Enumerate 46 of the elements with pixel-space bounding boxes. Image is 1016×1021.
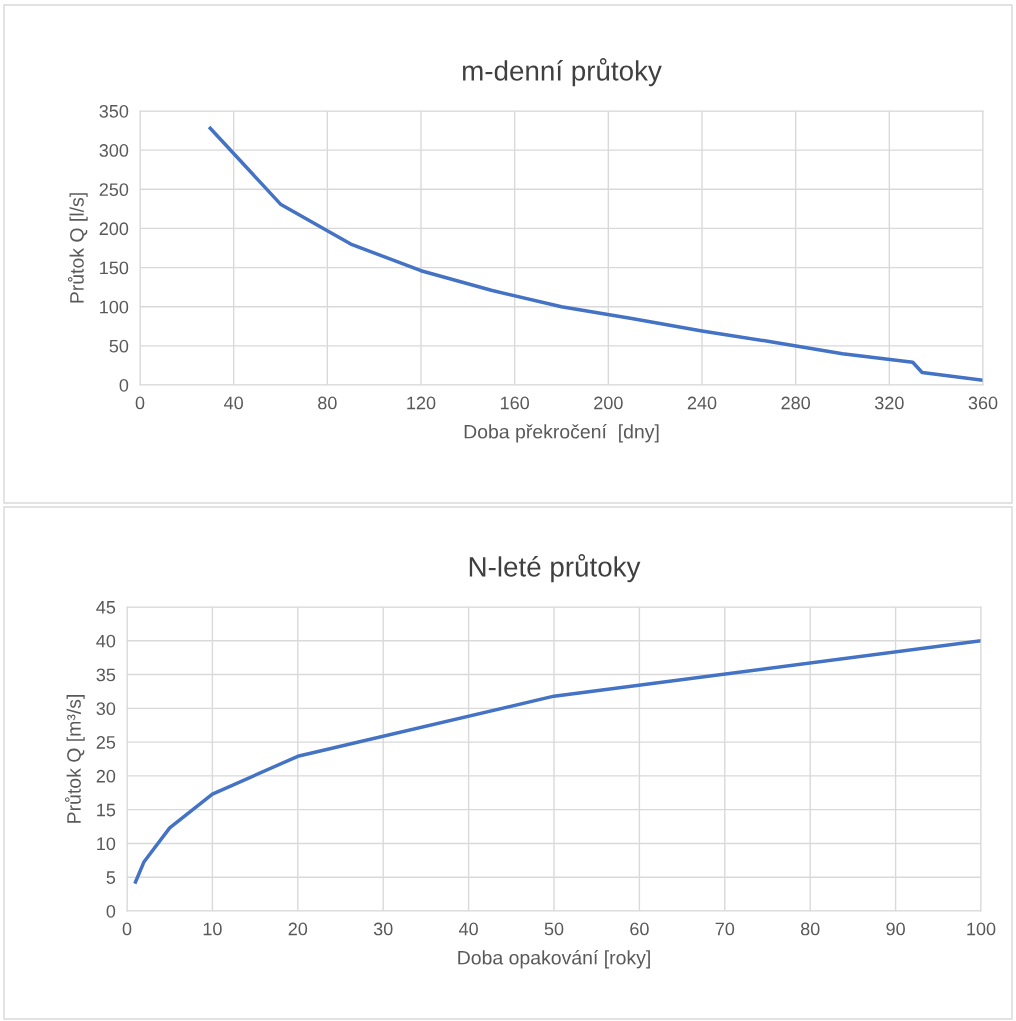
- y-tick-label: 350: [99, 104, 129, 118]
- y-tick-label: 250: [99, 183, 129, 197]
- y-tick-label: 25: [96, 736, 116, 749]
- y-tick-label: 200: [99, 222, 129, 236]
- x-tick-label: 160: [500, 396, 530, 410]
- x-tick-label: 10: [203, 922, 222, 936]
- y-tick-label: 150: [100, 261, 129, 275]
- y-tick-label: 5: [106, 871, 116, 884]
- line-series: [208, 126, 983, 383]
- y-tick-label: 100: [100, 300, 129, 314]
- x-tick-label: 200: [594, 396, 623, 410]
- y-tick-label: 30: [96, 702, 116, 716]
- y-tick-label: 35: [96, 668, 116, 682]
- x-tick-label: 280: [781, 396, 811, 410]
- chart-title: m-denní průtoky: [463, 58, 662, 87]
- x-tick-label: 320: [874, 396, 904, 410]
- y-tick-label: 50: [109, 339, 129, 353]
- x-tick-label: 100: [967, 922, 996, 936]
- y-tick-label: 0: [106, 904, 116, 918]
- x-tick-label: 0: [135, 396, 145, 410]
- x-tick-label: 360: [968, 396, 998, 410]
- y-tick-label: 0: [119, 378, 129, 392]
- y-tick-label: 10: [97, 837, 116, 851]
- x-tick-label: 120: [407, 396, 436, 410]
- x-tick-label: 80: [318, 396, 337, 410]
- y-tick-label: 45: [96, 601, 116, 614]
- x-tick-label: 80: [800, 922, 820, 936]
- y-tick-label: 15: [97, 803, 116, 817]
- x-axis-title: Doba překročení [dny]: [464, 424, 659, 443]
- x-tick-label: 60: [630, 922, 649, 936]
- y-tick-label: 20: [96, 769, 116, 783]
- x-tick-label: 90: [886, 922, 905, 936]
- x-tick-label: 40: [224, 396, 243, 410]
- x-axis-title: Doba opakování [roky]: [458, 950, 650, 969]
- y-tick-label: 300: [99, 144, 129, 157]
- line-series: [133, 639, 981, 884]
- y-axis-title: Průtok Q [l/s]: [67, 193, 88, 303]
- x-tick-label: 70: [715, 922, 735, 936]
- x-tick-label: 240: [687, 396, 717, 410]
- y-axis-title: Průtok Q [m³/s]: [64, 695, 85, 823]
- y-tick-label: 40: [96, 634, 116, 648]
- x-tick-label: 20: [288, 922, 308, 936]
- chart-title: N-leté průtoky: [469, 554, 641, 583]
- x-tick-label: 40: [458, 922, 478, 936]
- x-tick-label: 30: [373, 922, 393, 936]
- x-tick-label: 50: [544, 922, 564, 936]
